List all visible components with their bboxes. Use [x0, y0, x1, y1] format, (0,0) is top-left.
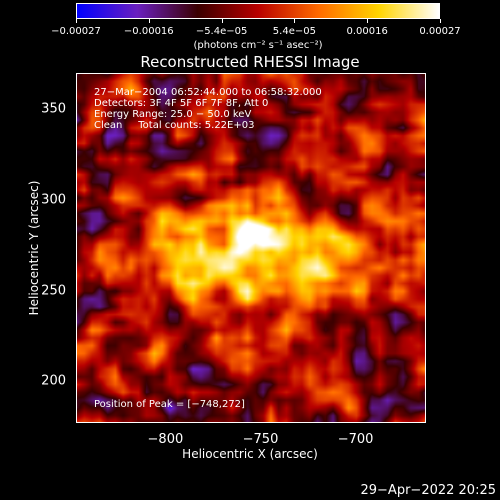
y-tick-label: 250	[41, 283, 66, 299]
annotation-time-range: 27−Mar−2004 06:52:44.000 to 06:58:32.000	[94, 87, 322, 98]
chart-title: Reconstructed RHESSI Image	[140, 53, 360, 71]
colorbar-tick-mark	[440, 19, 441, 23]
annotation-peak-position: Position of Peak = [−748,272]	[94, 399, 245, 410]
plot-area: 27−Mar−2004 06:52:44.000 to 06:58:32.000…	[76, 73, 426, 423]
x-axis-label: Heliocentric X (arcsec)	[182, 447, 318, 461]
colorbar-tick-label: −5.4e−05	[195, 26, 248, 37]
y-tick-label: 300	[41, 192, 66, 208]
colorbar-tick-label: 0.00027	[419, 26, 461, 37]
y-axis-label: Heliocentric Y (arcsec)	[27, 180, 41, 316]
colorbar-tick-mark	[148, 19, 150, 23]
colorbar-tick-label: 0.00016	[346, 26, 388, 37]
plot-frame	[76, 73, 426, 423]
annotation-detectors: Detectors: 3F 4F 5F 6F 7F 8F, Att 0	[94, 98, 269, 109]
x-tick-label: −750	[242, 432, 279, 447]
colorbar-tick-label: −0.00016	[123, 26, 174, 37]
heatmap-image	[76, 73, 426, 423]
colorbar-tick-mark	[367, 19, 369, 23]
annotation-energy-range: Energy Range: 25.0 − 50.0 keV	[94, 109, 252, 120]
plot-timestamp: 29−Apr−2022 20:25	[360, 483, 497, 498]
colorbar	[76, 3, 440, 19]
y-tick-label: 350	[41, 101, 66, 117]
colorbar-unit-label: (photons cm⁻² s⁻¹ asec⁻²)	[193, 40, 323, 51]
colorbar-tick-label: −0.00027	[51, 26, 101, 37]
x-tick-label: −800	[147, 432, 184, 447]
colorbar-tick-mark	[76, 19, 77, 23]
x-tick-label: −700	[337, 432, 374, 447]
y-tick-label: 200	[41, 373, 66, 389]
annotation-method-counts: Clean Total counts: 5.22E+03	[94, 120, 255, 131]
colorbar-tick-mark	[221, 19, 223, 23]
colorbar-tick-mark	[294, 19, 296, 23]
colorbar-tick-label: 5.4e−05	[272, 26, 316, 37]
